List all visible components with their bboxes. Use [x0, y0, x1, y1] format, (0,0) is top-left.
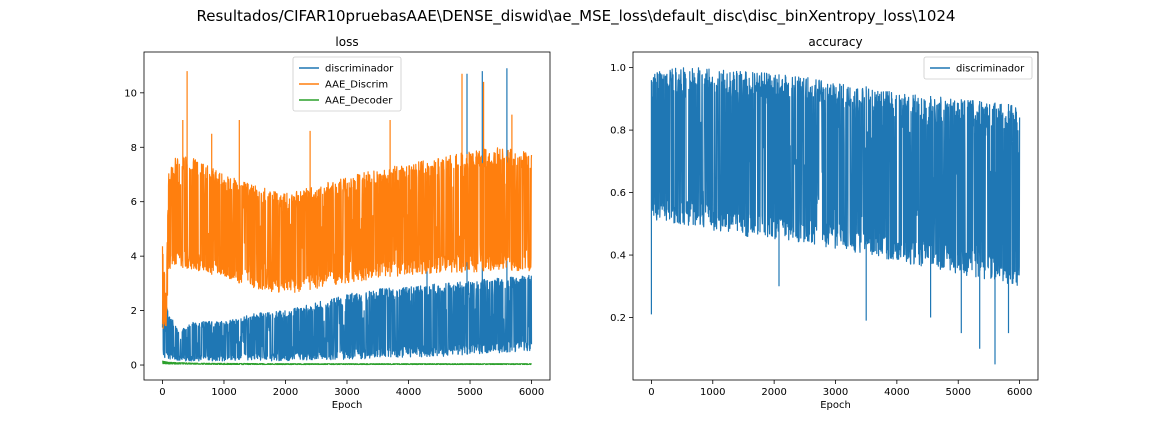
loss-x-tick-label: 1000 [211, 387, 236, 398]
loss-y-tick-label: 0 [131, 361, 137, 372]
loss-legend: discriminador AAE_Discrim AAE_Decoder [292, 56, 402, 112]
accuracy-x-tick-label: 5000 [946, 387, 971, 398]
figure-suptitle: Resultados/CIFAR10pruebasAAE\DENSE_diswi… [197, 7, 956, 26]
accuracy-panel: accuracy Epoch 0 1000 2000 3000 4000 5000 6000… [610, 35, 1039, 411]
accuracy-y-tick-label: 0.6 [610, 188, 626, 199]
accuracy-panel-title: accuracy [808, 35, 862, 49]
accuracy-legend: discriminador [923, 56, 1033, 80]
accuracy-x-tick-label: 3000 [823, 387, 848, 398]
loss-x-axis: 0 1000 2000 3000 4000 5000 6000 [159, 380, 544, 398]
loss-x-tick-label: 0 [159, 387, 165, 398]
loss-y-tick-label: 6 [131, 197, 137, 208]
accuracy-legend-box [923, 56, 1033, 80]
loss-legend-entry: AAE_Discrim [325, 80, 388, 91]
accuracy-y-tick-label: 1.0 [610, 63, 626, 74]
loss-series-aae-discrim [161, 71, 533, 329]
loss-legend-entry: AAE_Decoder [325, 96, 393, 107]
loss-y-tick-label: 8 [131, 143, 137, 154]
loss-x-tick-label: 3000 [334, 387, 359, 398]
loss-y-tick-label: 4 [131, 252, 137, 263]
accuracy-x-tick-label: 4000 [884, 387, 909, 398]
accuracy-legend-entry: discriminador [956, 64, 1025, 75]
accuracy-y-tick-label: 0.4 [610, 251, 626, 262]
loss-x-axis-label: Epoch [332, 400, 363, 411]
accuracy-x-axis-label: Epoch [820, 400, 851, 411]
accuracy-y-tick-label: 0.8 [610, 126, 626, 137]
loss-panel: loss Epoch 0 1000 2000 3000 4000 5000 6000 0 2 4… [124, 35, 551, 411]
accuracy-x-tick-label: 2000 [761, 387, 786, 398]
loss-y-tick-label: 10 [124, 88, 137, 99]
loss-series-aae-decoder [162, 360, 532, 366]
accuracy-y-axis: 0.2 0.4 0.6 0.8 1.0 [610, 63, 633, 324]
loss-panel-title: loss [335, 35, 358, 49]
accuracy-series-discriminador [650, 67, 1021, 365]
loss-x-tick-label: 4000 [396, 387, 421, 398]
loss-y-axis: 0 2 4 6 8 10 [124, 88, 144, 372]
loss-x-tick-label: 6000 [519, 387, 544, 398]
loss-x-tick-label: 5000 [457, 387, 482, 398]
accuracy-x-axis: 0 1000 2000 3000 4000 5000 6000 [648, 380, 1032, 398]
accuracy-y-tick-label: 0.2 [610, 313, 626, 324]
accuracy-x-tick-label: 0 [648, 387, 654, 398]
accuracy-x-tick-label: 6000 [1007, 387, 1032, 398]
accuracy-series-group [650, 67, 1021, 365]
loss-y-tick-label: 2 [131, 306, 137, 317]
loss-series-group [161, 68, 533, 366]
loss-legend-entry: discriminador [325, 64, 394, 75]
loss-legend-box [292, 56, 402, 112]
loss-x-tick-label: 2000 [273, 387, 298, 398]
accuracy-x-tick-label: 1000 [700, 387, 725, 398]
